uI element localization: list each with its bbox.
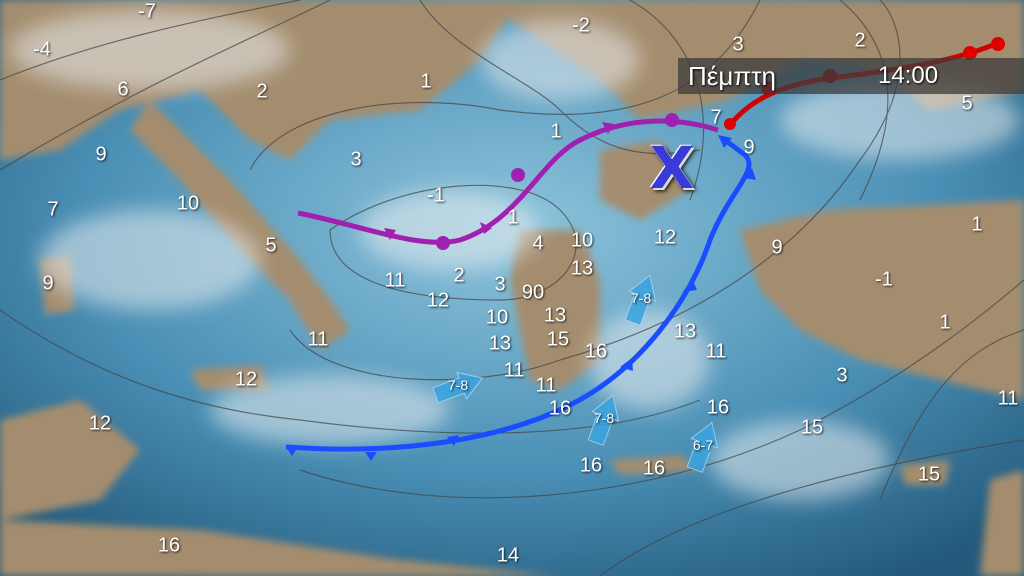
wind-force-label: 7-8 [447, 377, 469, 393]
temperature-label: 4 [532, 232, 544, 255]
wind-arrow-icon [686, 421, 719, 473]
cold-front [285, 135, 756, 461]
temperature-label: 3 [350, 148, 362, 171]
wind-arrows [432, 274, 719, 473]
temperature-label: 12 [88, 412, 112, 435]
temperature-label: 1 [939, 311, 951, 334]
temperature-label: -2 [572, 14, 590, 37]
temperature-label: 5 [265, 234, 277, 257]
occluded-front [297, 113, 719, 250]
temperature-label: 11 [535, 374, 557, 397]
temperature-label: 7 [47, 198, 59, 221]
wind-force-label: 6-7 [692, 437, 714, 453]
temperature-label: 12 [234, 368, 258, 391]
temperature-label: 10 [176, 192, 200, 215]
low-pressure-marker: X [649, 134, 695, 202]
temperature-label: 9 [42, 272, 54, 295]
wind-force-label: 7-8 [630, 290, 652, 306]
temperature-label: 12 [426, 289, 450, 312]
temperature-label: 14 [496, 544, 520, 567]
temperature-label: 9 [743, 136, 755, 159]
temperature-label: -1 [875, 268, 893, 291]
temperature-label: -4 [33, 38, 51, 61]
temperature-label: 13 [673, 320, 697, 343]
temperature-label: 9 [771, 236, 783, 259]
temperature-label: 11 [503, 359, 525, 382]
temperature-label: 16 [579, 454, 603, 477]
temperature-label: 15 [917, 463, 941, 486]
temperature-label: 11 [705, 340, 727, 363]
temperature-label: 5 [961, 92, 973, 115]
temperature-label: 1 [507, 206, 519, 229]
temperature-label: 7 [710, 106, 722, 129]
temperature-label: 1 [420, 70, 432, 93]
temperature-label: 1 [971, 213, 983, 236]
wind-force-label: 7-8 [593, 410, 615, 426]
day-label: Πέμπτη [688, 61, 777, 91]
temperature-label: 6 [117, 78, 129, 101]
temperature-label: 16 [584, 340, 608, 363]
temperature-label: 12 [653, 226, 677, 249]
wind-arrow-icon [432, 371, 484, 404]
temperature-label: 2 [453, 264, 465, 287]
temperature-label: 11 [384, 269, 406, 292]
temperature-label: -1 [427, 184, 445, 207]
clouds [10, 10, 1020, 500]
temperature-label: 1 [550, 120, 562, 143]
temperature-label: 3 [836, 364, 848, 387]
temperature-label: 2 [854, 29, 866, 52]
wind-arrow-icon [624, 274, 657, 326]
temperature-label: 16 [548, 397, 572, 420]
temperature-label: 11 [997, 387, 1019, 410]
temperature-label: 13 [570, 257, 594, 280]
temperature-label: 3 [732, 33, 744, 56]
temperature-label: 13 [488, 332, 512, 355]
temperature-label: 13 [543, 304, 567, 327]
temperature-label: 15 [546, 328, 570, 351]
temperature-label: 16 [157, 534, 181, 557]
wind-arrow-icon [587, 394, 620, 446]
temperature-label: 16 [706, 396, 730, 419]
temperature-label: 90 [521, 281, 545, 304]
temperature-label: 11 [307, 328, 329, 351]
temperature-label: 3 [494, 273, 506, 296]
time-banner [678, 58, 1024, 94]
temperature-label: -7 [138, 0, 156, 23]
temperature-label: 10 [570, 229, 594, 252]
temperature-label: 10 [485, 306, 509, 329]
temperature-label: 16 [642, 457, 666, 480]
temperature-label: 2 [256, 80, 268, 103]
temperature-label: 9 [95, 143, 107, 166]
time-label: 14:00 [878, 62, 939, 89]
temperature-label: 15 [800, 416, 824, 439]
